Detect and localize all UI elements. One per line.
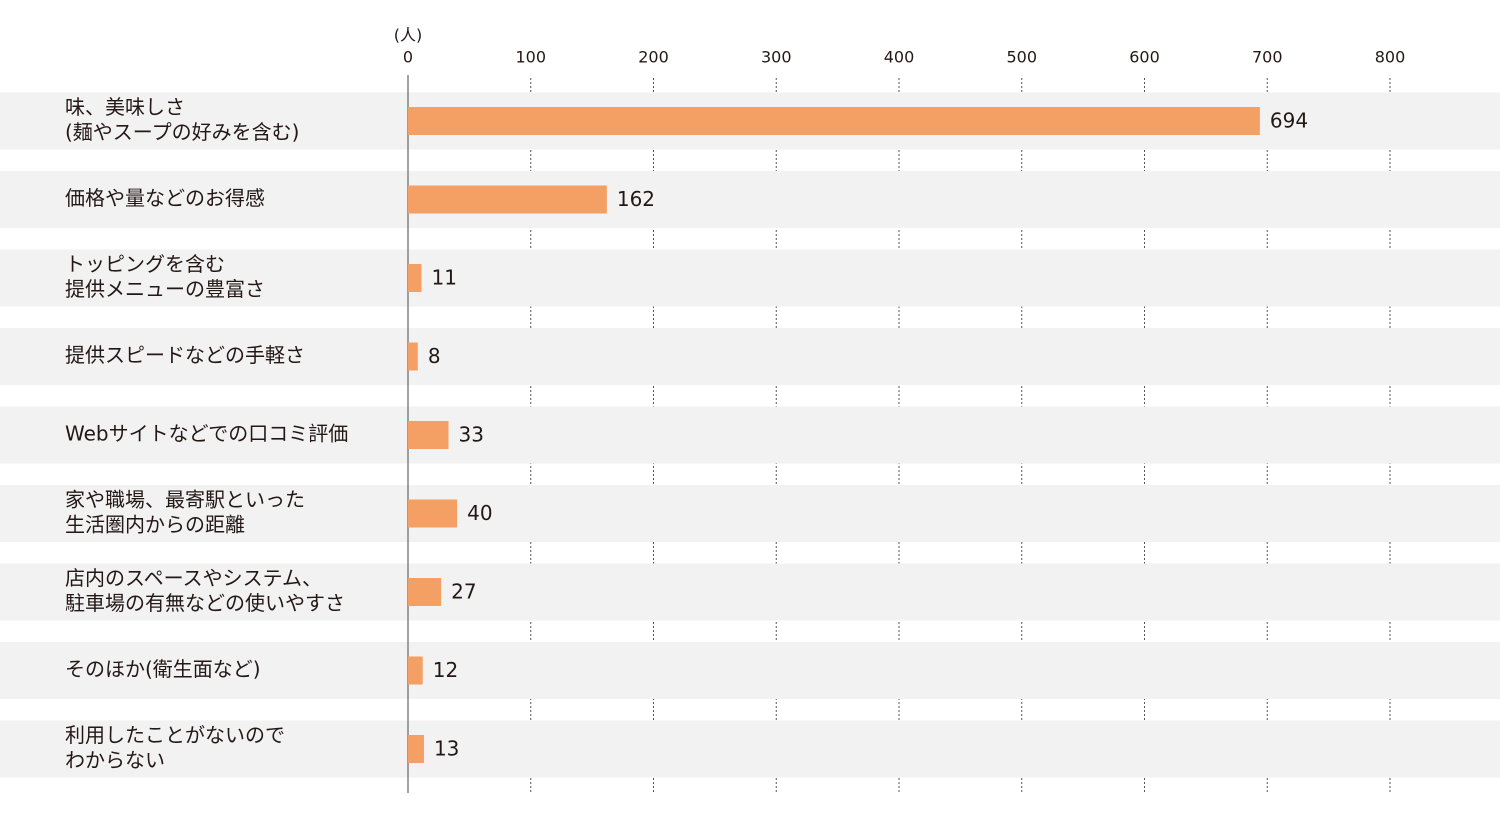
category-label: 利用したことがないので	[65, 723, 285, 747]
x-tick-label: 600	[1129, 48, 1160, 67]
bar	[408, 264, 422, 292]
value-label: 27	[451, 580, 476, 604]
row-band	[0, 563, 1500, 621]
bar	[408, 107, 1260, 135]
category-label: 提供スピードなどの手軽さ	[65, 343, 305, 367]
row-band	[0, 406, 1500, 464]
category-label: Webサイトなどでの口コミ評価	[65, 422, 348, 446]
row-band	[0, 249, 1500, 307]
row-band	[0, 328, 1500, 385]
category-label: 提供メニューの豊富さ	[65, 277, 265, 301]
value-label: 33	[459, 423, 484, 447]
bar	[408, 421, 449, 449]
category-label: わからない	[65, 748, 165, 772]
category-label: 味、美味しさ	[65, 95, 185, 119]
x-tick-label: 300	[761, 48, 792, 67]
category-label: トッピングを含む	[65, 252, 225, 276]
category-label: そのほか(衛生面など)	[65, 657, 261, 681]
x-tick-label: 200	[638, 48, 669, 67]
bar	[408, 342, 418, 371]
row-band	[0, 485, 1500, 542]
x-tick-label: 400	[884, 48, 915, 67]
bar	[408, 735, 424, 763]
category-label: 生活圏内からの距離	[65, 513, 245, 537]
value-label: 8	[428, 344, 441, 368]
category-label: (麺やスープの好みを含む)	[65, 120, 299, 144]
value-label: 13	[434, 737, 459, 761]
category-label: 家や職場、最寄駅といった	[65, 488, 305, 512]
row-band	[0, 720, 1500, 778]
x-tick-label: 700	[1252, 48, 1283, 67]
axis-unit: (人)	[394, 26, 423, 45]
category-label: 価格や量などのお得感	[65, 186, 265, 210]
value-label: 40	[467, 501, 492, 525]
value-label: 12	[433, 658, 458, 682]
row-band	[0, 642, 1500, 699]
row-band	[0, 171, 1500, 228]
bar	[408, 185, 607, 214]
value-label: 694	[1270, 109, 1308, 133]
category-label: 駐車場の有無などの使いやすさ	[65, 591, 345, 615]
x-tick-label: 100	[515, 48, 546, 67]
value-label: 162	[617, 187, 655, 211]
x-tick-label: 500	[1006, 48, 1037, 67]
bar	[408, 656, 423, 685]
x-tick-label: 800	[1375, 48, 1406, 67]
x-tick-label: 0	[403, 48, 413, 67]
value-label: 11	[432, 266, 457, 290]
bar	[408, 578, 442, 606]
category-label: 店内のスペースやシステム、	[65, 566, 322, 590]
bar	[408, 499, 458, 528]
